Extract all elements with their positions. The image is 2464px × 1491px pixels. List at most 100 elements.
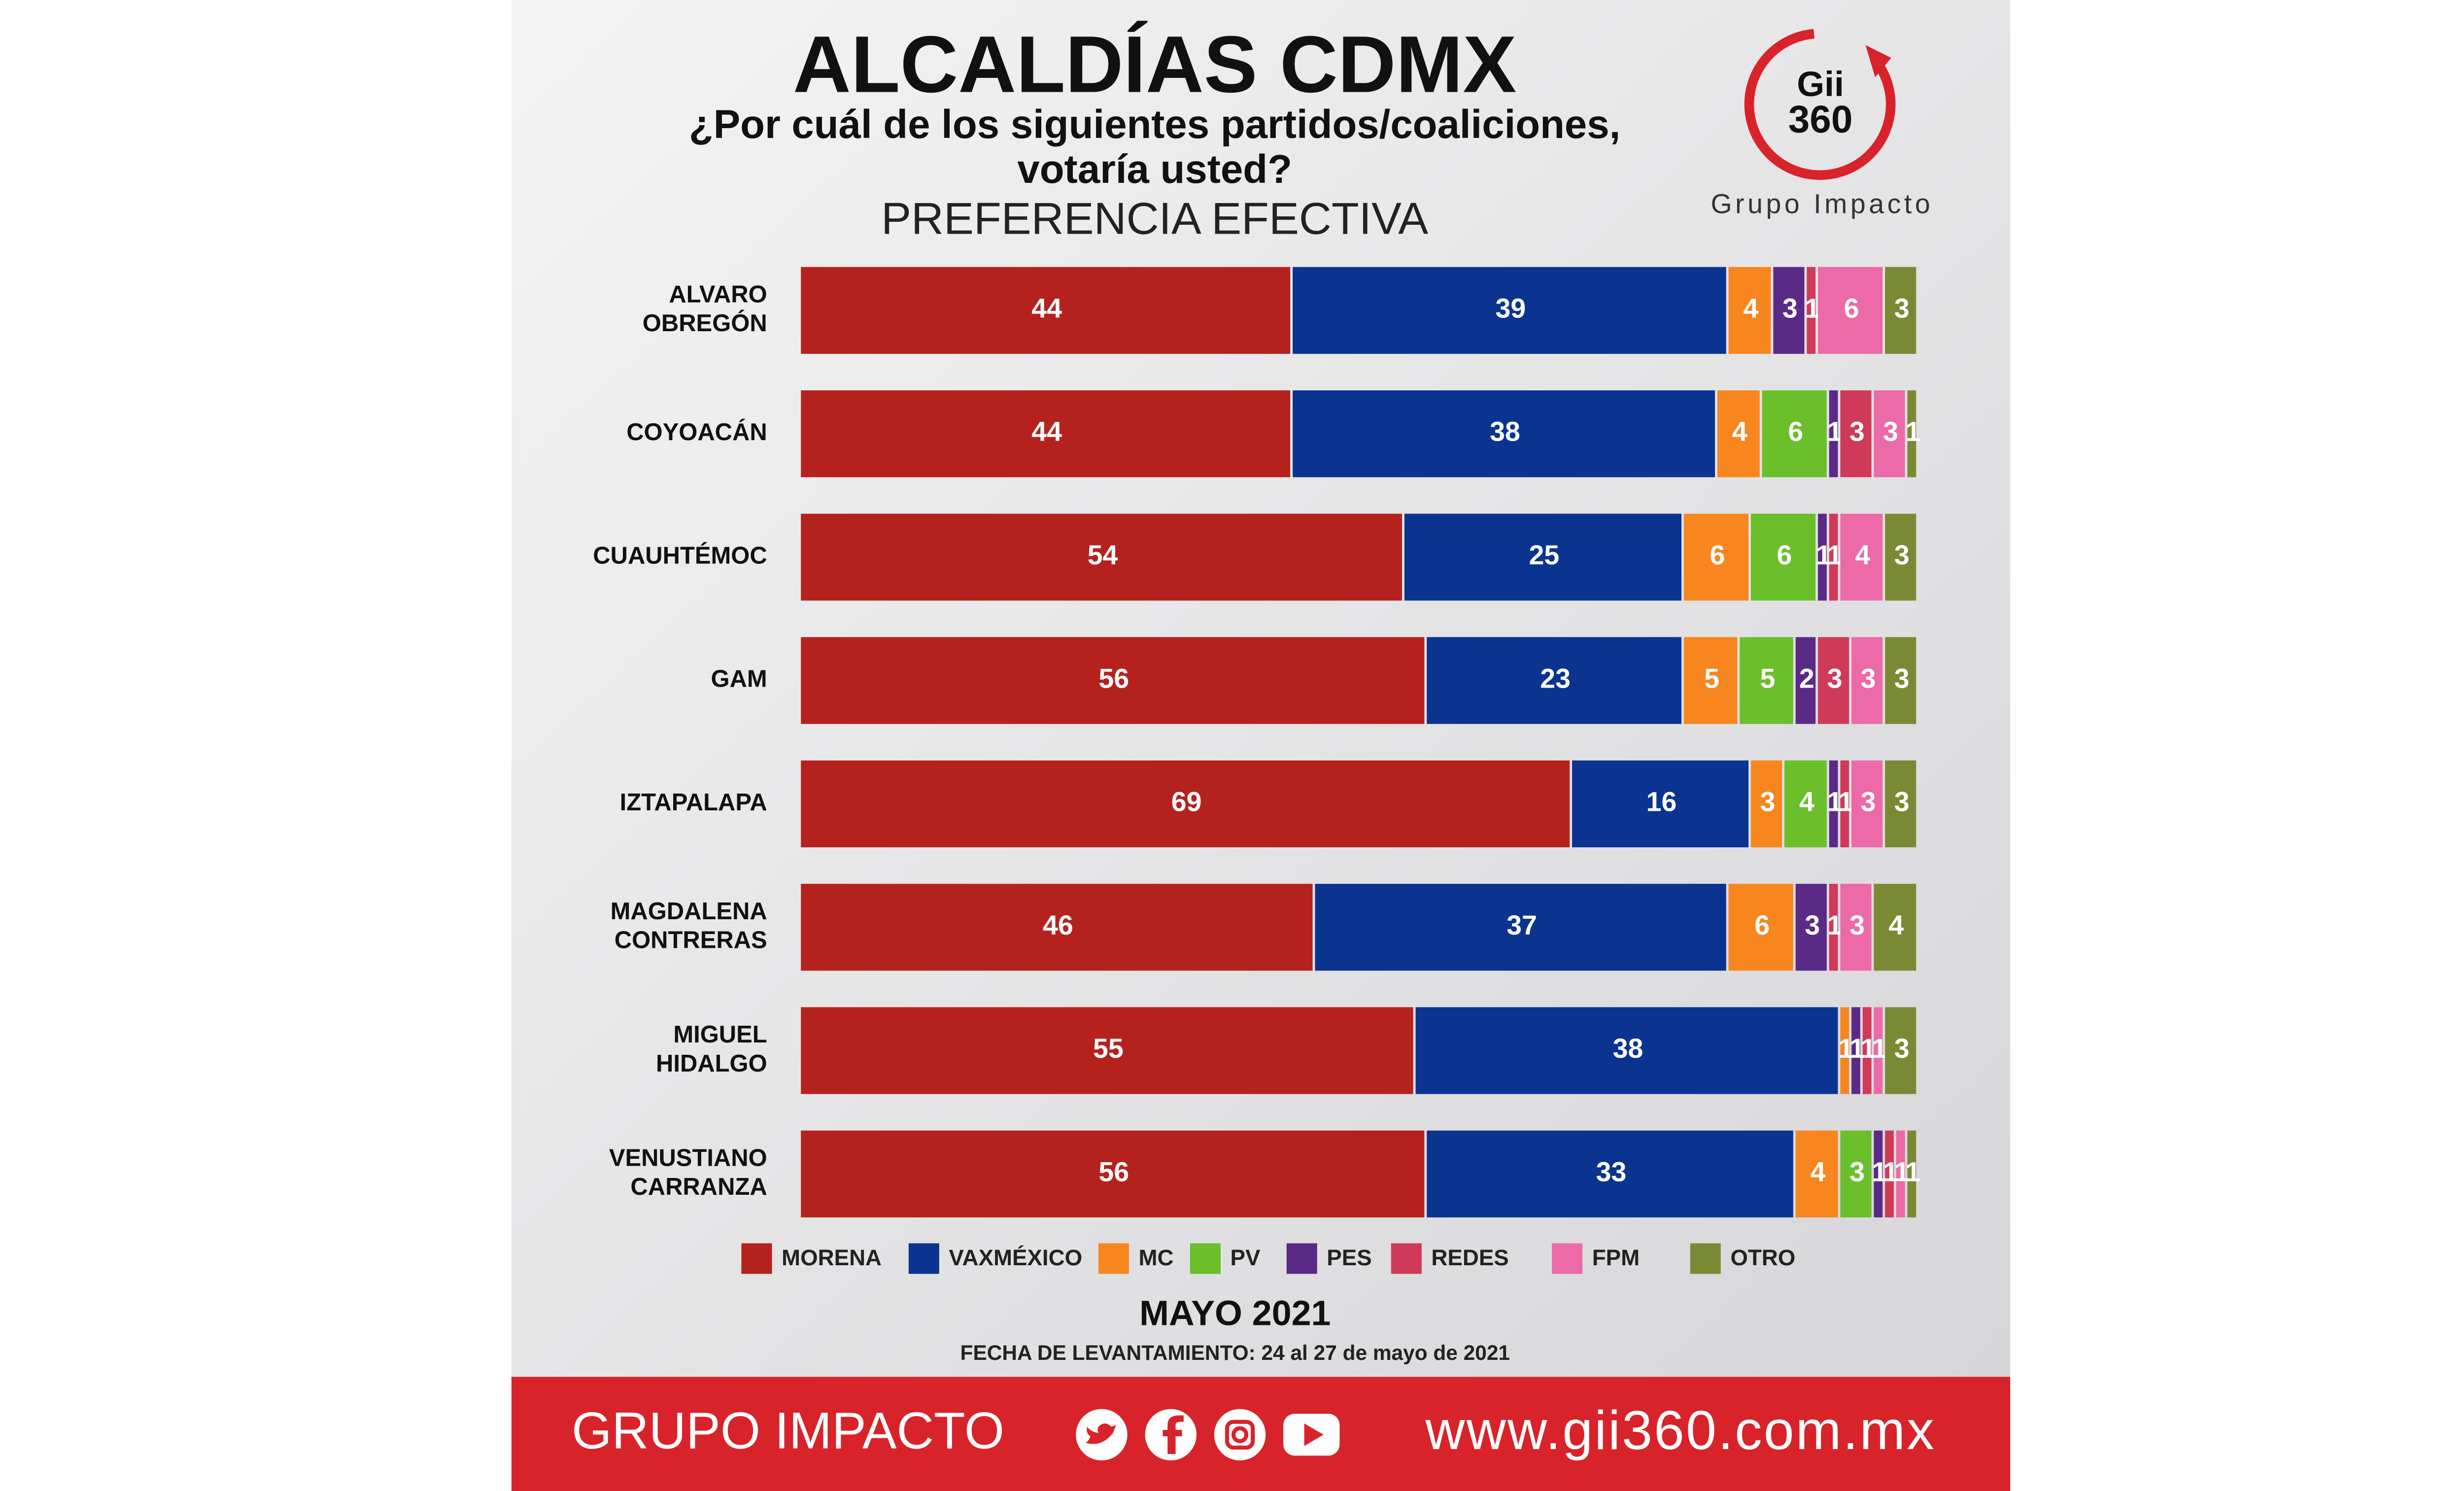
icon-glyph: [1085, 1423, 1116, 1444]
category-label: IZTAPALAPA: [620, 789, 767, 816]
value-label: 6: [1710, 540, 1725, 570]
bar-segment: [1415, 1007, 1838, 1094]
note: FECHA DE LEVANTAMIENTO: 24 al 27 de mayo…: [960, 1341, 1510, 1364]
value-label: 2: [1799, 663, 1814, 693]
bar-segment: [801, 1007, 1413, 1094]
value-label: 3: [1861, 663, 1876, 693]
value-label: 3: [1894, 663, 1910, 693]
value-label: 1: [1816, 540, 1831, 570]
category-label: GAM: [711, 666, 767, 693]
bar-segment: [1840, 760, 1849, 848]
bar-segment: [1427, 1130, 1793, 1217]
logo-ring: [1744, 29, 1896, 180]
bar-segment: [1874, 1130, 1883, 1217]
value-label: 3: [1894, 787, 1910, 817]
bar-segment: [801, 390, 1291, 478]
bar-segment: [1818, 637, 1849, 724]
legend-swatch: [1552, 1243, 1583, 1274]
value-label: 44: [1031, 416, 1062, 447]
value-label: 39: [1496, 293, 1526, 323]
chart-title: ALCALDÍAS CDMX: [793, 19, 1516, 109]
bar-segment: [1293, 267, 1726, 354]
bar-segment: [1572, 760, 1749, 848]
bar-segment: [1829, 760, 1838, 848]
value-label: 3: [1849, 416, 1865, 447]
value-label: 1: [1872, 1156, 1887, 1187]
legend-swatch: [1286, 1243, 1317, 1274]
value-label: 3: [1861, 787, 1876, 817]
value-label: 46: [1043, 910, 1073, 940]
bar-segment: [1907, 390, 1916, 478]
bar-segment: [1874, 390, 1905, 478]
value-label: 3: [1849, 910, 1865, 940]
bar-segment: [1862, 1007, 1872, 1094]
bar-segment: [1874, 884, 1916, 971]
legend-swatch: [1190, 1243, 1221, 1274]
value-label: 1: [1872, 1033, 1887, 1064]
bar-segment: [1683, 637, 1738, 724]
bar-segment: [1795, 1130, 1838, 1217]
value-label: 3: [1894, 540, 1910, 570]
bar-segment: [1784, 760, 1827, 848]
value-label: 56: [1098, 663, 1129, 693]
value-label: 38: [1490, 416, 1520, 447]
value-label: 33: [1596, 1156, 1627, 1187]
bar-segment: [1829, 514, 1838, 601]
category-label: MIGUEL HIDALGO: [656, 1021, 767, 1077]
value-label: 54: [1088, 540, 1118, 570]
bar-segment: [1885, 267, 1916, 354]
value-label: 5: [1760, 663, 1776, 693]
bar-segment: [801, 884, 1313, 971]
footer-brand: GRUPO IMPACTO: [572, 1402, 1004, 1459]
bar-segment: [1740, 637, 1793, 724]
bar-segment: [1728, 884, 1793, 971]
icon[interactable]: [1214, 1409, 1266, 1460]
icon-glyph: [1225, 1420, 1255, 1450]
bar-segment: [1683, 514, 1749, 601]
value-label: 4: [1811, 1156, 1826, 1187]
bar-segment: [1840, 1130, 1872, 1217]
legend-swatch: [741, 1243, 772, 1274]
value-label: 3: [1805, 910, 1820, 940]
bar-segment: [1762, 390, 1827, 478]
value-label: 6: [1788, 416, 1803, 447]
logo-caption: Grupo Impacto: [1711, 188, 1933, 219]
value-label: 1: [1827, 540, 1843, 570]
bar-segment: [1885, 514, 1916, 601]
value-label: 1: [1905, 416, 1920, 447]
bar-segment: [1750, 760, 1782, 848]
bar-segment: [1907, 1130, 1916, 1217]
bar-segment: [801, 1130, 1425, 1217]
bar-segment: [1851, 1007, 1860, 1094]
bar-segment: [1885, 1007, 1916, 1094]
value-label: 3: [1760, 787, 1776, 817]
bar-segment: [1840, 884, 1872, 971]
bar-segment: [1773, 267, 1805, 354]
icon-glyph: [1163, 1415, 1184, 1454]
legend-label: MC: [1138, 1245, 1173, 1270]
value-label: 3: [1827, 663, 1843, 693]
bar-segment: [1851, 637, 1883, 724]
legend-label: PV: [1230, 1245, 1260, 1270]
legend-label: FPM: [1592, 1245, 1640, 1270]
value-label: 6: [1844, 293, 1859, 323]
value-label: 55: [1093, 1033, 1124, 1064]
value-label: 16: [1646, 787, 1677, 817]
value-label: 3: [1883, 416, 1898, 447]
value-label: 3: [1894, 293, 1910, 323]
bar-segment: [1795, 637, 1816, 724]
value-label: 25: [1529, 540, 1560, 570]
value-label: 4: [1799, 787, 1814, 817]
bar-segment: [1728, 267, 1771, 354]
icon-glyph: [1231, 1426, 1249, 1443]
footer-url[interactable]: www.gii360.com.mx: [1425, 1400, 1936, 1461]
bar-segment: [1896, 1130, 1905, 1217]
bar-segment: [1885, 1130, 1894, 1217]
logo-text: Gii: [1797, 65, 1844, 104]
category-label: MAGDALENA CONTRERAS: [611, 898, 767, 954]
value-label: 1: [1894, 1156, 1910, 1187]
period-label: MAYO 2021: [1139, 1293, 1331, 1333]
bar-segment: [1829, 884, 1838, 971]
